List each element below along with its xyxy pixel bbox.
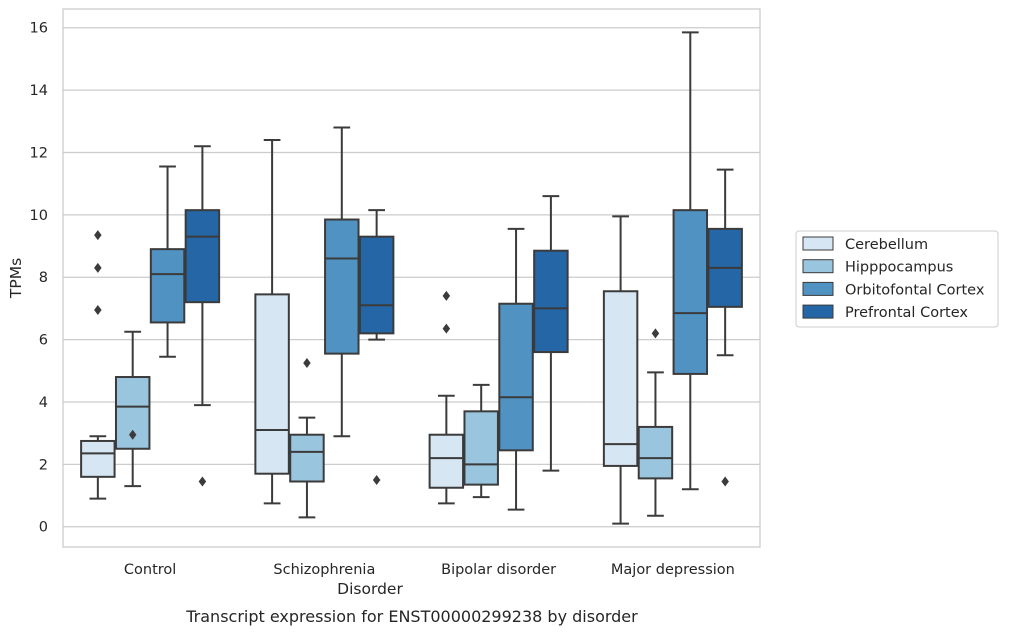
box-iqr [324, 218, 360, 355]
legend-label-0: Cerebellum [845, 237, 928, 253]
box-3-3 [707, 168, 743, 487]
box-3-0 [184, 145, 221, 487]
legend-swatch-1 [802, 259, 834, 274]
box-iqr [289, 433, 325, 483]
legend-label-2: Orbitofontal Cortex [845, 282, 985, 298]
legend: Cerebellum Hipppocampus Orbitofontal Corte… [795, 230, 999, 328]
outlier-point [442, 323, 451, 334]
y-tick-label-2: 2 [39, 457, 48, 473]
outlier-point [198, 476, 207, 487]
y-tick-label-8: 8 [39, 270, 48, 286]
outlier-point [303, 357, 311, 368]
y-axis-label: TPMs [7, 258, 25, 299]
box-0-1 [254, 138, 290, 505]
box-2-1 [324, 126, 360, 438]
y-tick-label-14: 14 [30, 83, 48, 99]
outlier-point [651, 328, 660, 339]
y-axis-ticks: 0 2 4 6 8 10 12 14 16 [30, 21, 48, 536]
box-1-1 [289, 357, 325, 519]
y-tick-label-12: 12 [30, 145, 48, 161]
chart-caption: Transcript expression for ENST0000029923… [185, 607, 638, 626]
outlier-point [128, 429, 137, 440]
box-2-3 [672, 31, 709, 491]
box-iqr [184, 209, 221, 304]
x-tick-label-0: Control [124, 562, 176, 578]
outlier-point [94, 230, 102, 241]
y-tick-label-4: 4 [39, 395, 48, 411]
box-3-2 [533, 195, 569, 472]
box-iqr [428, 433, 465, 489]
x-tick-label-1: Schizophrenia [273, 562, 375, 578]
y-tick-label-10: 10 [30, 208, 48, 224]
outlier-point [721, 476, 729, 487]
box-plot-area [80, 31, 743, 525]
x-tick-label-3: Major depression [611, 562, 735, 578]
box-iqr [672, 209, 709, 375]
box-iqr [533, 249, 569, 354]
y-tick-label-6: 6 [39, 333, 48, 349]
box-1-0 [114, 330, 151, 488]
x-axis-ticks: Control Schizophrenia Bipolar disorder Majo… [124, 562, 735, 578]
box-iqr [498, 302, 534, 452]
box-iqr [149, 248, 186, 324]
box-iqr [637, 425, 674, 480]
box-iqr [463, 410, 499, 486]
legend-label-3: Prefrontal Cortex [845, 305, 968, 321]
outlier-point [94, 304, 102, 315]
box-0-2 [428, 290, 465, 505]
legend-swatch-0 [802, 236, 834, 251]
box-iqr [602, 290, 639, 467]
box-0-0 [80, 230, 116, 500]
legend-swatch-3 [802, 304, 834, 319]
y-tick-label-16: 16 [30, 21, 48, 37]
legend-swatch-2 [802, 281, 834, 296]
x-axis-label: Disorder [337, 580, 403, 598]
box-2-0 [149, 165, 186, 358]
legend-frame [795, 230, 999, 328]
box-3-1 [358, 209, 395, 485]
outlier-point [94, 262, 102, 273]
box-iqr [254, 293, 290, 475]
x-tick-label-2: Bipolar disorder [441, 562, 556, 578]
plot-frame [62, 8, 761, 548]
outlier-point [372, 474, 381, 485]
legend-label-1: Hipppocampus [845, 260, 953, 276]
box-0-3 [602, 215, 639, 525]
box-1-3 [637, 328, 674, 517]
y-tick-label-0: 0 [39, 520, 48, 536]
box-iqr [358, 235, 395, 335]
box-1-2 [463, 383, 499, 499]
outlier-point [442, 290, 451, 301]
box-iqr [80, 439, 116, 478]
box-2-2 [498, 227, 534, 511]
